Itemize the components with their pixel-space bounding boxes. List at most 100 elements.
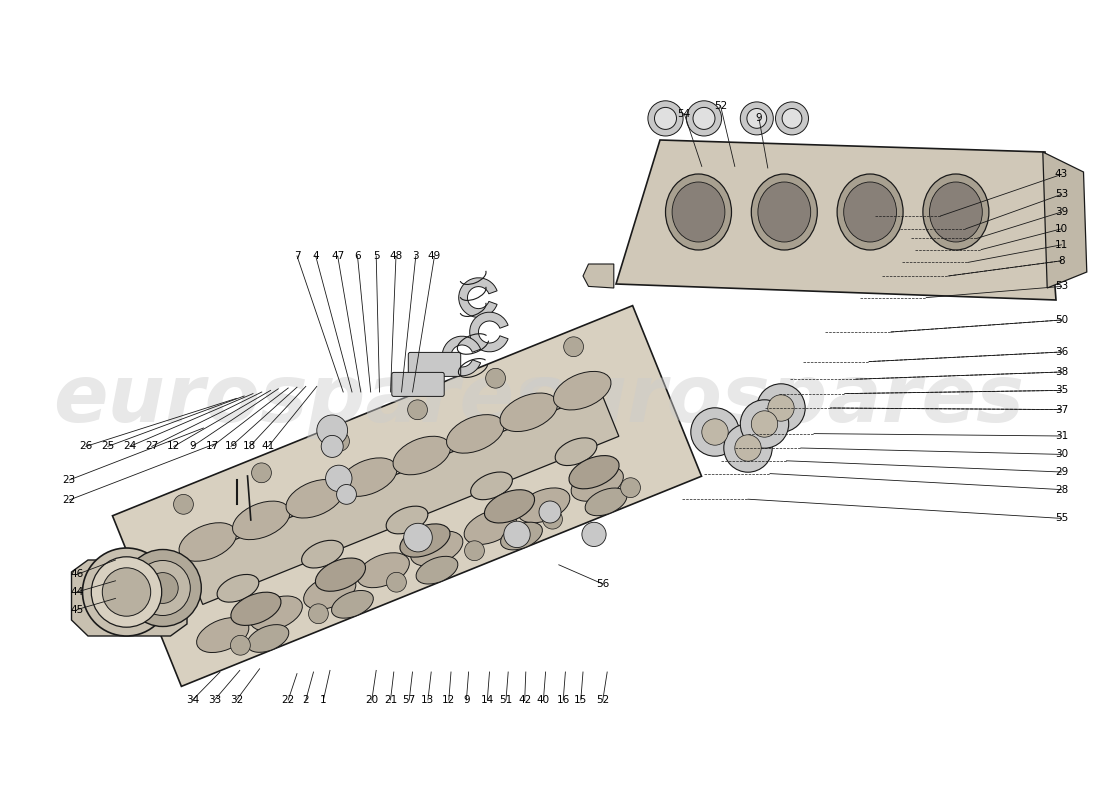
Text: 56: 56 <box>596 579 609 589</box>
Circle shape <box>408 400 428 420</box>
Ellipse shape <box>386 506 428 534</box>
Text: 49: 49 <box>428 251 441 261</box>
Ellipse shape <box>571 466 624 502</box>
Ellipse shape <box>923 174 989 250</box>
Text: 28: 28 <box>1055 485 1068 494</box>
Circle shape <box>702 418 728 445</box>
Circle shape <box>747 109 767 128</box>
Text: 39: 39 <box>1055 207 1068 217</box>
FancyBboxPatch shape <box>408 352 461 376</box>
Text: 9: 9 <box>463 695 470 705</box>
Polygon shape <box>112 306 702 686</box>
Text: 34: 34 <box>186 695 199 705</box>
Text: 17: 17 <box>206 442 219 451</box>
Text: 5: 5 <box>373 251 380 261</box>
Circle shape <box>691 408 739 456</box>
Ellipse shape <box>844 182 896 242</box>
Text: 21: 21 <box>384 695 397 705</box>
Text: 12: 12 <box>442 695 455 705</box>
Ellipse shape <box>585 488 627 516</box>
Ellipse shape <box>518 488 570 523</box>
Circle shape <box>135 561 190 615</box>
Text: 26: 26 <box>79 442 92 451</box>
Text: 46: 46 <box>70 570 84 579</box>
Text: 53: 53 <box>1055 282 1068 291</box>
Ellipse shape <box>358 553 409 588</box>
Circle shape <box>563 337 583 357</box>
Ellipse shape <box>231 592 280 626</box>
Text: 10: 10 <box>1055 224 1068 234</box>
Circle shape <box>740 102 773 135</box>
Ellipse shape <box>340 458 397 497</box>
Text: 55: 55 <box>1055 514 1068 523</box>
Text: 16: 16 <box>557 695 570 705</box>
Circle shape <box>582 522 606 546</box>
Circle shape <box>620 478 640 498</box>
Text: 15: 15 <box>574 695 587 705</box>
Text: 24: 24 <box>123 442 136 451</box>
Circle shape <box>782 109 802 128</box>
Ellipse shape <box>553 371 610 410</box>
Ellipse shape <box>232 501 290 540</box>
Text: 43: 43 <box>1055 170 1068 179</box>
Circle shape <box>751 411 778 437</box>
Circle shape <box>174 494 194 514</box>
Circle shape <box>252 463 272 482</box>
Ellipse shape <box>250 596 303 631</box>
Text: eurospares: eurospares <box>516 361 1024 439</box>
FancyBboxPatch shape <box>392 372 444 396</box>
Ellipse shape <box>179 522 236 562</box>
Circle shape <box>504 522 530 547</box>
Wedge shape <box>442 336 481 376</box>
Text: 45: 45 <box>70 605 84 614</box>
Text: 14: 14 <box>481 695 494 705</box>
Circle shape <box>757 384 805 432</box>
Circle shape <box>147 573 178 603</box>
Circle shape <box>231 635 251 655</box>
Circle shape <box>735 435 761 461</box>
Text: 8: 8 <box>1058 256 1065 266</box>
Ellipse shape <box>500 522 542 550</box>
Text: 41: 41 <box>262 442 275 451</box>
Text: 31: 31 <box>1055 431 1068 441</box>
Circle shape <box>776 102 808 135</box>
Circle shape <box>539 501 561 523</box>
Ellipse shape <box>393 436 451 474</box>
Text: 7: 7 <box>294 251 300 261</box>
Circle shape <box>102 568 151 616</box>
Ellipse shape <box>304 574 356 610</box>
Ellipse shape <box>197 618 249 653</box>
Ellipse shape <box>500 393 558 431</box>
Ellipse shape <box>464 510 516 545</box>
Circle shape <box>386 572 406 592</box>
Ellipse shape <box>447 414 504 453</box>
Text: 50: 50 <box>1055 315 1068 325</box>
Circle shape <box>404 523 432 552</box>
Text: 52: 52 <box>596 695 609 705</box>
Text: 44: 44 <box>70 587 84 597</box>
Text: 22: 22 <box>282 695 295 705</box>
Wedge shape <box>470 312 508 352</box>
Text: 38: 38 <box>1055 367 1068 377</box>
Circle shape <box>330 431 350 451</box>
Ellipse shape <box>751 174 817 250</box>
Text: 4: 4 <box>312 251 319 261</box>
Polygon shape <box>72 560 187 636</box>
Circle shape <box>317 415 348 446</box>
Text: 9: 9 <box>189 442 196 451</box>
Wedge shape <box>459 278 497 318</box>
Text: 54: 54 <box>678 109 691 118</box>
Polygon shape <box>616 140 1056 300</box>
Circle shape <box>321 435 343 458</box>
Text: 47: 47 <box>331 251 344 261</box>
Text: 37: 37 <box>1055 405 1068 414</box>
Text: 35: 35 <box>1055 386 1068 395</box>
Ellipse shape <box>248 625 289 652</box>
Ellipse shape <box>410 531 463 566</box>
Text: 22: 22 <box>63 495 76 505</box>
Circle shape <box>648 101 683 136</box>
Circle shape <box>654 107 676 130</box>
Text: 32: 32 <box>230 695 243 705</box>
Ellipse shape <box>301 540 343 568</box>
Text: 40: 40 <box>537 695 550 705</box>
